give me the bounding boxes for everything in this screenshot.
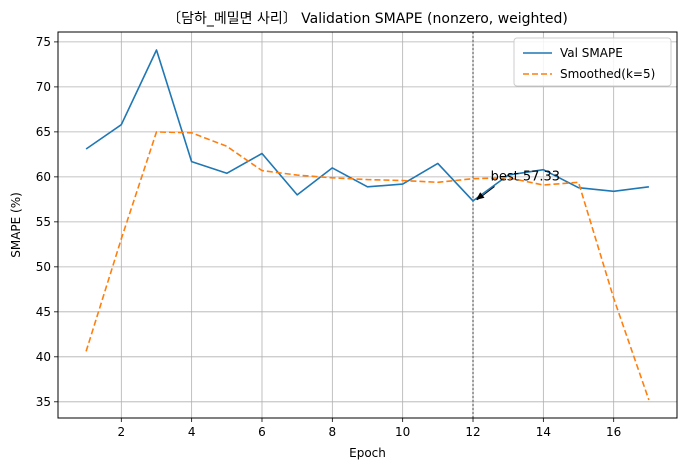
- legend-label-val-smape: Val SMAPE: [560, 46, 623, 60]
- grid-layer: [58, 32, 677, 418]
- y-tick-label: 35: [36, 395, 51, 409]
- y-axis-label: SMAPE (%): [9, 192, 23, 258]
- legend-box: [513, 37, 672, 87]
- annotation-layer: best 57.33: [476, 169, 560, 201]
- legend-label-smoothed: Smoothed(k=5): [560, 67, 655, 81]
- y-tick-label: 55: [36, 215, 51, 229]
- y-tick-label: 60: [36, 170, 51, 184]
- x-tick-label: 12: [465, 425, 480, 439]
- x-tick-label: 6: [258, 425, 266, 439]
- x-tick-label: 14: [536, 425, 551, 439]
- annotation-arrowhead: [476, 192, 485, 200]
- legend: Val SMAPE Smoothed(k=5): [513, 37, 672, 87]
- x-tick-label: 10: [395, 425, 410, 439]
- x-tick-label: 8: [329, 425, 337, 439]
- y-tick-label: 45: [36, 305, 51, 319]
- x-tick-label: 2: [117, 425, 125, 439]
- y-tick-label: 50: [36, 260, 51, 274]
- series-line-smoothed: [85, 131, 650, 401]
- annotation-text: best 57.33: [491, 169, 560, 184]
- chart-title: 〔담하_메밀면 사리〕 Validation SMAPE (nonzero, w…: [167, 11, 568, 27]
- x-tick-label: 4: [188, 425, 196, 439]
- y-tick-label: 40: [36, 350, 51, 364]
- x-tick-label: 16: [606, 425, 621, 439]
- ticks-layer: 2 4 6 8 10 12 14 16 35 40 45 50 55 60 65 70 75: [36, 35, 622, 439]
- y-tick-label: 75: [36, 35, 51, 49]
- x-axis-label: Epoch: [349, 446, 386, 460]
- y-tick-label: 65: [36, 125, 51, 139]
- series-layer: [85, 49, 650, 401]
- y-tick-label: 70: [36, 80, 51, 94]
- plot-frame: [57, 31, 678, 419]
- series-line-val-smape: [85, 49, 650, 202]
